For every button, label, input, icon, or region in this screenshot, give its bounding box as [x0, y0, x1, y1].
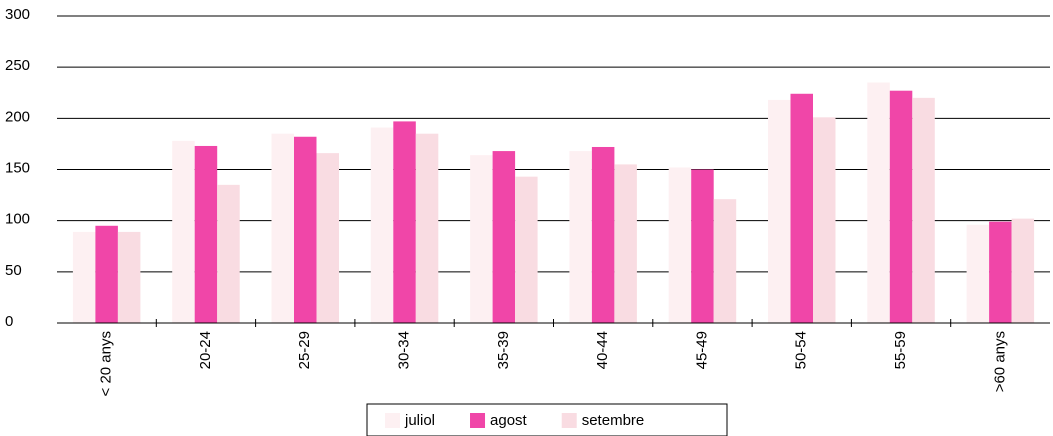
bar — [194, 145, 218, 323]
legend-label: juliol — [404, 412, 435, 429]
bar — [889, 90, 913, 323]
x-tick-label: >60 anys — [991, 331, 1008, 392]
bar — [912, 97, 935, 323]
bar — [271, 133, 294, 323]
bar — [966, 224, 990, 323]
legend-swatch — [470, 413, 486, 428]
bar — [370, 127, 394, 323]
bar — [117, 231, 141, 323]
x-tick-label: 40-44 — [594, 331, 611, 369]
bar — [591, 146, 615, 323]
bar — [95, 225, 118, 323]
x-tick-label: 55-59 — [892, 331, 909, 369]
bar — [172, 140, 195, 323]
y-tick-label: 300 — [5, 6, 30, 23]
bar — [316, 153, 339, 323]
y-tick-label: 50 — [5, 262, 22, 279]
bar — [713, 199, 737, 323]
y-tick-label: 200 — [5, 108, 30, 125]
bar — [614, 164, 637, 323]
x-tick-label: 50-54 — [793, 331, 810, 369]
bar — [415, 133, 439, 323]
x-tick-label: 35-39 — [495, 331, 512, 369]
legend-box — [366, 403, 728, 436]
bar — [867, 82, 890, 324]
bar — [492, 151, 516, 323]
legend-label: agost — [490, 412, 528, 429]
x-tick-label: 45-49 — [693, 331, 710, 369]
bar — [813, 117, 836, 323]
bar — [217, 184, 240, 323]
y-tick-label: 150 — [5, 159, 30, 176]
bar — [72, 231, 96, 323]
x-tick-label: 20-24 — [197, 331, 214, 369]
bar — [470, 155, 493, 323]
legend-swatch — [561, 413, 577, 428]
bar — [1011, 218, 1035, 323]
bar — [393, 121, 416, 323]
y-tick-label: 250 — [5, 57, 30, 74]
bar — [668, 167, 692, 323]
bar — [569, 151, 592, 323]
x-tick-label: < 20 anys — [98, 331, 115, 396]
legend: juliol agost setembre — [366, 403, 728, 436]
x-tick-label: 25-29 — [296, 331, 313, 369]
bar — [989, 221, 1012, 323]
x-tick-label: 30-34 — [396, 331, 413, 369]
bar — [294, 136, 317, 323]
y-tick-label: 100 — [5, 211, 30, 228]
bar — [768, 99, 791, 323]
legend-label: setembre — [582, 412, 645, 429]
bar — [515, 176, 538, 323]
legend-swatch — [385, 413, 400, 428]
bar — [790, 93, 813, 323]
bar — [691, 169, 714, 323]
y-tick-label: 0 — [5, 313, 13, 330]
